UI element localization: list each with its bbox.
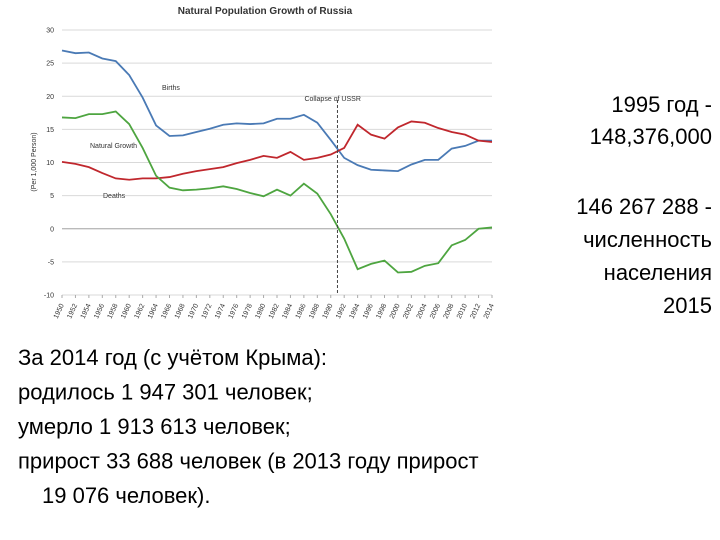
series-label: Deaths xyxy=(103,193,126,200)
x-tick-label: 1952 xyxy=(66,303,79,320)
x-tick-label: 1992 xyxy=(335,303,348,320)
note-2015: численность xyxy=(583,227,712,252)
summary-line: умерло 1 913 613 человек; xyxy=(18,414,291,439)
x-tick-label: 1962 xyxy=(134,303,147,320)
x-tick-label: 1994 xyxy=(349,303,362,320)
x-tick-label: 1984 xyxy=(281,303,294,320)
y-tick-label: 20 xyxy=(46,94,54,101)
note-2015: 146 267 288 - xyxy=(576,194,712,219)
x-tick-label: 2006 xyxy=(429,303,442,320)
x-tick-label: 1998 xyxy=(375,303,388,320)
x-tick-label: 1986 xyxy=(295,303,308,320)
summary-line: 19 076 человек). xyxy=(42,483,210,508)
x-tick-label: 1950 xyxy=(53,303,66,320)
x-tick-label: 2014 xyxy=(483,303,496,320)
x-tick-label: 1988 xyxy=(308,303,321,320)
x-tick-label: 1964 xyxy=(147,303,160,320)
summary-line: За 2014 год (с учётом Крыма): xyxy=(18,345,327,370)
note-1995: 148,376,000 xyxy=(590,124,712,149)
x-tick-label: 1990 xyxy=(322,303,335,320)
y-tick-label: 25 xyxy=(46,61,54,68)
x-tick-label: 1972 xyxy=(201,303,214,320)
x-tick-label: 1982 xyxy=(268,303,281,320)
y-tick-label: 0 xyxy=(50,226,54,233)
chart-title: Natural Population Growth of Russia xyxy=(178,6,353,17)
x-tick-label: 1980 xyxy=(254,303,267,320)
x-tick-label: 1956 xyxy=(93,303,106,320)
x-tick-label: 1966 xyxy=(160,303,173,320)
y-tick-label: 30 xyxy=(46,28,54,35)
x-tick-label: 1976 xyxy=(228,303,241,320)
y-tick-label: 15 xyxy=(46,127,54,134)
y-tick-label: -10 xyxy=(44,293,54,300)
x-tick-label: 1958 xyxy=(107,303,120,320)
y-tick-label: -5 xyxy=(48,259,54,266)
x-tick-label: 2010 xyxy=(456,303,469,320)
y-axis-label: (Per 1,000 Person) xyxy=(31,132,38,191)
x-tick-label: 2004 xyxy=(416,303,429,320)
series-line xyxy=(61,110,493,274)
x-tick-label: 1970 xyxy=(187,303,200,320)
summary-line: родилось 1 947 301 человек; xyxy=(18,380,313,405)
x-tick-label: 2000 xyxy=(389,303,402,320)
note-2015: населения xyxy=(604,260,712,285)
series-label: Natural Growth xyxy=(90,143,137,150)
x-tick-label: 1978 xyxy=(241,303,254,320)
series-line xyxy=(61,49,492,173)
x-tick-label: 1968 xyxy=(174,303,187,320)
series-label: Births xyxy=(162,85,180,92)
annotation-label: Collapse of USSR xyxy=(304,96,360,103)
y-tick-label: 10 xyxy=(46,160,54,167)
x-tick-label: 1974 xyxy=(214,303,227,320)
summary-line: прирост 33 688 человек (в 2013 году прир… xyxy=(18,449,479,474)
x-tick-label: 2002 xyxy=(402,303,415,320)
x-tick-label: 1996 xyxy=(362,303,375,320)
x-tick-label: 1960 xyxy=(120,303,133,320)
series-line xyxy=(61,120,493,181)
note-1995: 1995 год - xyxy=(611,92,712,117)
x-tick-label: 1954 xyxy=(80,303,93,320)
note-2015: 2015 xyxy=(663,293,712,318)
x-tick-label: 2008 xyxy=(443,303,456,320)
x-tick-label: 2012 xyxy=(469,303,482,320)
y-tick-label: 5 xyxy=(50,193,54,200)
